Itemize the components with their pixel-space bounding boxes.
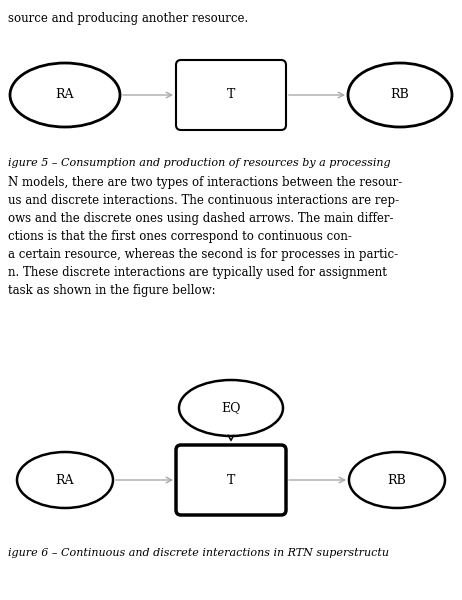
Text: igure 6 – Continuous and discrete interactions in RTN superstructu: igure 6 – Continuous and discrete intera… (8, 548, 389, 558)
Text: source and producing another resource.: source and producing another resource. (8, 12, 248, 25)
Text: T: T (227, 473, 235, 487)
Text: RB: RB (391, 88, 409, 101)
Text: N models, there are two types of interactions between the resour-
us and discret: N models, there are two types of interac… (8, 176, 402, 297)
Text: EQ: EQ (221, 401, 241, 415)
Text: RA: RA (56, 88, 74, 101)
Text: T: T (227, 88, 235, 101)
Text: igure 5 – Consumption and production of resources by a processing: igure 5 – Consumption and production of … (8, 158, 391, 168)
Text: RA: RA (56, 473, 74, 487)
Text: RB: RB (388, 473, 407, 487)
